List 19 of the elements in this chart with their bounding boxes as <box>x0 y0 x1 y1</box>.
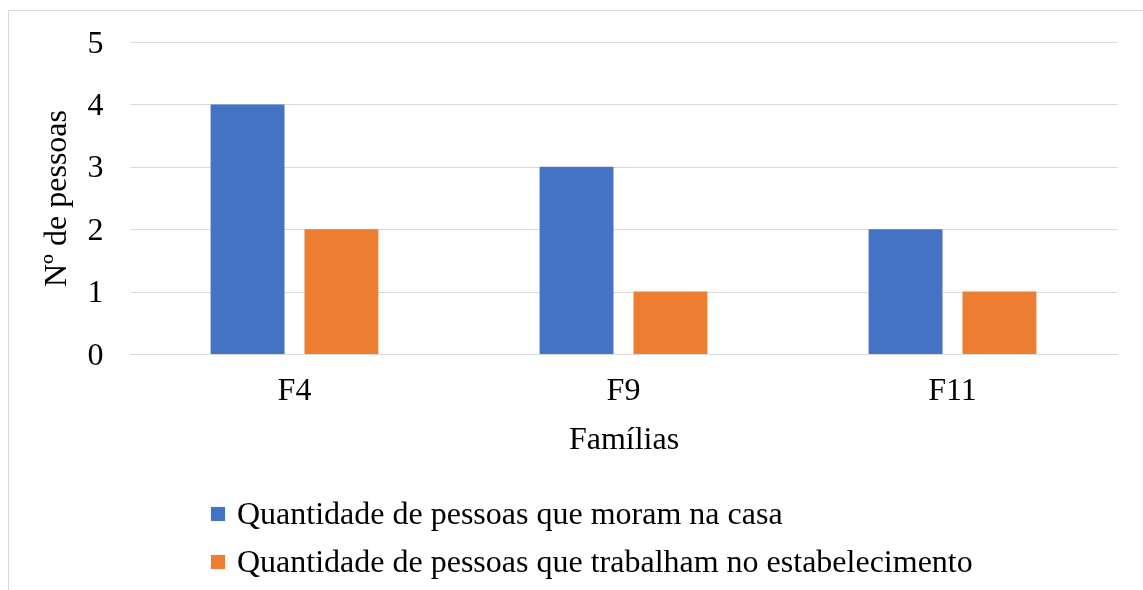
bar <box>210 104 285 354</box>
bar <box>962 291 1037 354</box>
y-tick-label: 4 <box>87 85 104 122</box>
x-tick-label: F9 <box>606 370 641 407</box>
y-tick-label: 5 <box>87 23 104 60</box>
bar <box>304 229 379 354</box>
y-tick-label: 3 <box>87 148 104 185</box>
x-tick-label: F4 <box>277 370 312 407</box>
y-tick-label: 1 <box>87 273 104 310</box>
legend-label: Quantidade de pessoas que moram na casa <box>237 495 783 531</box>
legend-label: Quantidade de pessoas que trabalham no estabelecimento <box>237 543 973 579</box>
bar <box>539 166 614 354</box>
y-axis-title: Nº de pessoas <box>36 110 73 287</box>
x-tick-label: F11 <box>928 370 977 407</box>
y-tick-label: 0 <box>87 335 104 372</box>
x-axis-title: Famílias <box>568 419 680 456</box>
y-tick-label: 2 <box>87 210 104 247</box>
bar <box>868 229 943 354</box>
bar <box>633 291 708 354</box>
